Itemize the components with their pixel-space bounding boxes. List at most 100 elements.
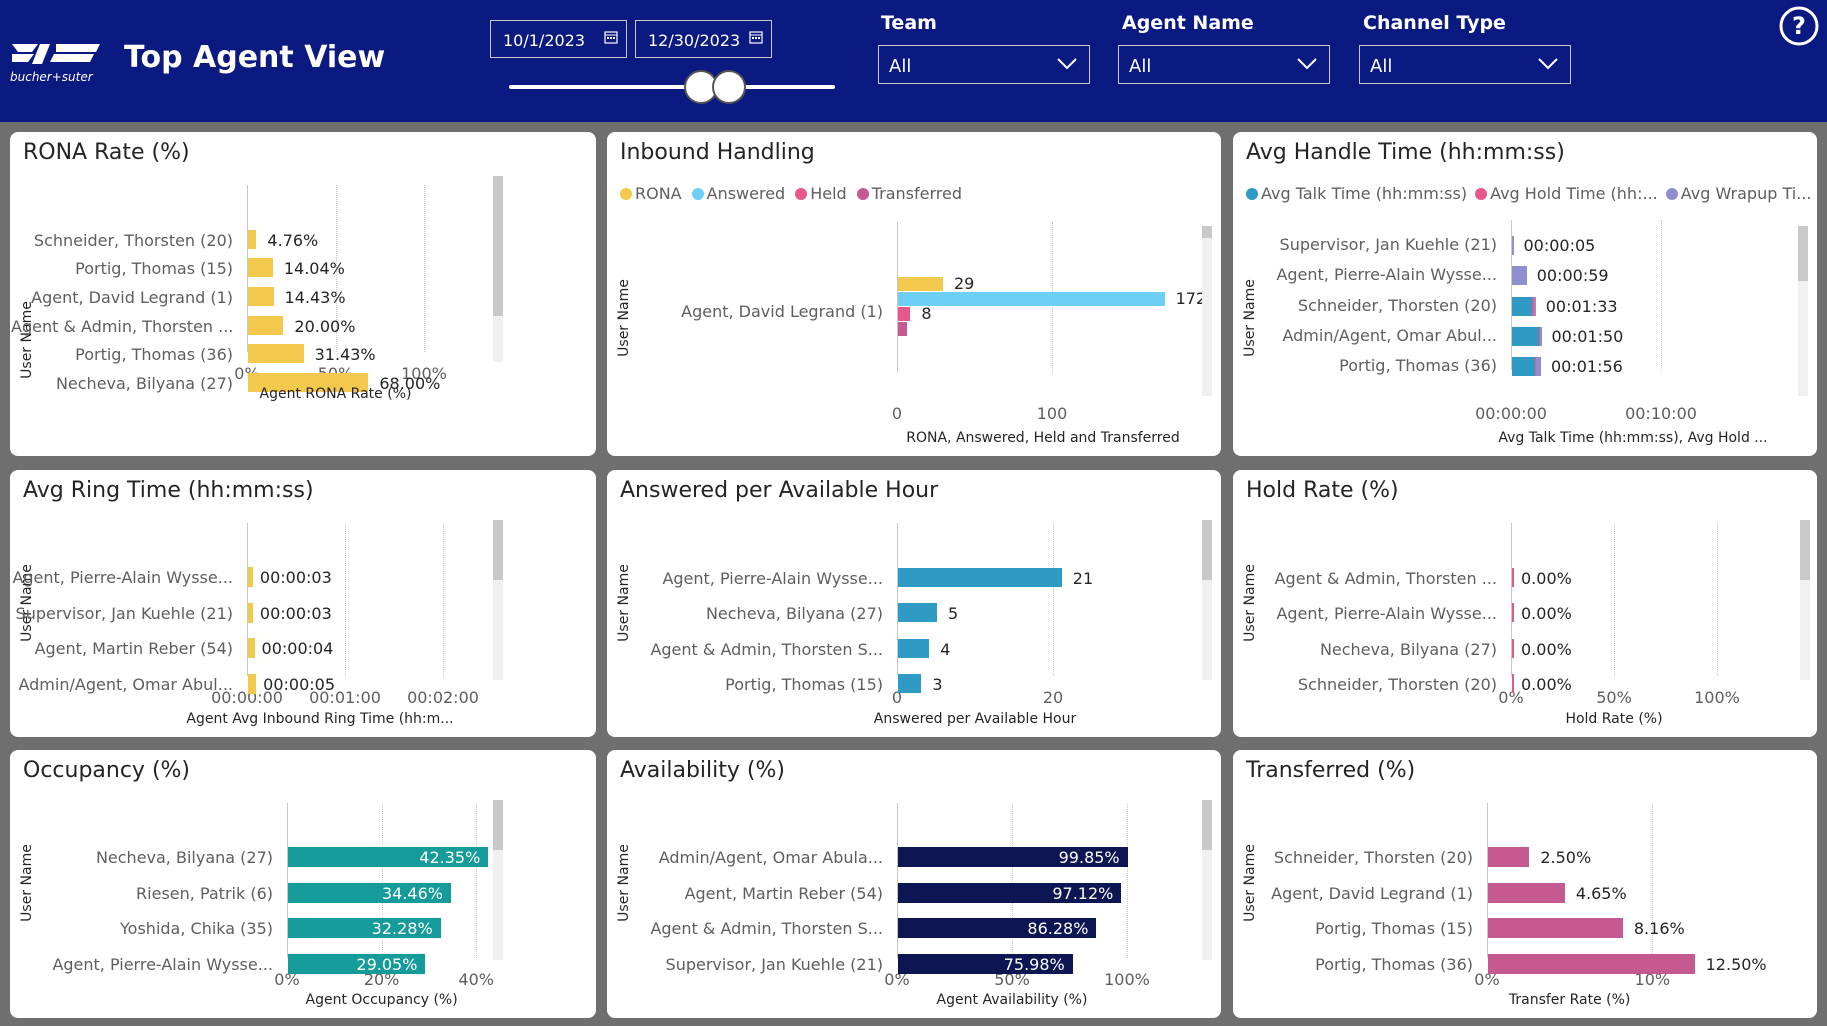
data-bar[interactable] (898, 882, 1122, 903)
vertical-scrollbar[interactable] (493, 520, 503, 680)
category-label[interactable]: Supervisor, Jan Kuehle (21) (665, 954, 883, 974)
channel-type-dropdown[interactable]: All (1359, 45, 1571, 84)
vertical-scrollbar[interactable] (1202, 520, 1212, 680)
category-label[interactable]: Supervisor, Jan Kuehle (21) (1279, 235, 1497, 254)
category-label[interactable]: Admin/Agent, Omar Abula... (658, 848, 883, 867)
category-label[interactable]: Portig, Thomas (15) (725, 675, 883, 694)
category-label[interactable]: Schneider, Thorsten (20) (1273, 848, 1473, 867)
slider-end-handle[interactable] (712, 70, 746, 104)
category-label[interactable]: Admin/Agent, Omar Abul... (18, 674, 233, 694)
data-bar[interactable] (1488, 918, 1623, 938)
data-bar-wrap[interactable] (1512, 236, 1514, 255)
data-bar[interactable] (248, 258, 273, 278)
category-label[interactable]: Agent, Martin Reber (54) (34, 639, 233, 658)
category-label[interactable]: Supervisor, Jan Kuehle (21) (15, 603, 233, 623)
data-bar[interactable] (248, 229, 257, 249)
start-date-input[interactable]: 10/1/2023 (490, 20, 627, 58)
category-label[interactable]: Agent & Admin, Thorsten ... (1274, 568, 1497, 588)
category-label[interactable]: Schneider, Thorsten (20) (1297, 295, 1497, 315)
category-label[interactable]: Agent, Pierre-Alain Wysse... (1276, 265, 1497, 285)
data-bar-wrap[interactable] (1536, 357, 1541, 377)
category-label[interactable]: Portig, Thomas (36) (75, 345, 233, 365)
legend-item[interactable]: RONA (620, 184, 682, 203)
data-bar[interactable] (288, 918, 441, 938)
vertical-scrollbar[interactable] (1202, 226, 1212, 396)
scrollbar-thumb[interactable] (493, 176, 503, 316)
data-bar[interactable] (898, 292, 1165, 306)
scrollbar-thumb[interactable] (1202, 226, 1212, 238)
data-bar[interactable] (898, 322, 908, 336)
data-bar[interactable] (898, 277, 943, 291)
data-bar[interactable] (288, 882, 451, 903)
data-bar[interactable] (248, 286, 274, 306)
category-label[interactable]: Portig, Thomas (15) (75, 259, 233, 279)
data-bar[interactable] (898, 638, 930, 658)
data-bar[interactable] (898, 953, 1073, 974)
category-label[interactable]: Agent, Pierre-Alain Wysse... (662, 568, 883, 588)
category-label[interactable]: Schneider, Thorsten (20) (1297, 675, 1497, 694)
data-bar[interactable] (248, 567, 253, 587)
data-bar-hold[interactable] (1538, 326, 1540, 346)
data-bar[interactable] (1512, 567, 1514, 587)
data-bar[interactable] (248, 638, 255, 658)
category-label[interactable]: Agent, Pierre-Alain Wysse... (1276, 604, 1497, 623)
data-bar-wrap[interactable] (1512, 266, 1527, 286)
category-label[interactable]: Necheva, Bilyana (27) (95, 848, 273, 867)
category-label[interactable]: Portig, Thomas (15) (1315, 919, 1473, 938)
category-label[interactable]: Agent & Admin, Thorsten S... (650, 639, 883, 659)
category-label[interactable]: Agent, David Legrand (1) (31, 287, 233, 307)
data-bar[interactable] (248, 315, 284, 335)
legend-item[interactable]: Avg Hold Time (hh:... (1475, 184, 1658, 203)
data-bar[interactable] (248, 373, 369, 392)
data-bar[interactable] (1488, 847, 1530, 867)
data-bar[interactable] (1512, 674, 1514, 693)
legend-item[interactable]: Transferred (856, 184, 962, 203)
data-bar-talk[interactable] (1512, 296, 1532, 316)
data-bar[interactable] (898, 567, 1062, 587)
vertical-scrollbar[interactable] (493, 800, 503, 960)
category-label[interactable]: Portig, Thomas (36) (1339, 356, 1497, 376)
data-bar[interactable] (1488, 882, 1565, 903)
data-bar-wrap[interactable] (1540, 326, 1542, 346)
legend-item[interactable]: Held (795, 184, 847, 203)
category-label[interactable]: Necheva, Bilyana (27) (1319, 639, 1497, 659)
vertical-scrollbar[interactable] (1202, 800, 1212, 960)
category-label[interactable]: Agent & Admin, Thorsten S... (650, 919, 883, 938)
end-date-input[interactable]: 12/30/2023 (635, 20, 772, 58)
data-bar[interactable] (898, 847, 1128, 867)
scrollbar-thumb[interactable] (493, 520, 503, 580)
category-label[interactable]: Agent, David Legrand (1) (1271, 883, 1473, 903)
category-label[interactable]: Agent & Admin, Thorsten ... (11, 316, 233, 336)
data-bar-talk[interactable] (1512, 326, 1539, 346)
data-bar[interactable] (898, 918, 1097, 938)
vertical-scrollbar[interactable] (1800, 520, 1810, 680)
agent-name-dropdown[interactable]: All (1118, 45, 1330, 84)
team-dropdown[interactable]: All (878, 45, 1090, 84)
data-bar-hold[interactable] (1534, 357, 1536, 377)
legend-item[interactable]: Avg Talk Time (hh:mm:ss) (1246, 184, 1467, 203)
data-bar[interactable] (1512, 603, 1514, 622)
data-bar[interactable] (288, 847, 489, 867)
legend-item[interactable]: Avg Wrapup Ti... (1665, 184, 1811, 203)
calendar-icon[interactable] (604, 30, 618, 44)
category-label[interactable]: Yoshida, Chika (35) (120, 919, 273, 938)
category-label[interactable]: Agent, Pierre-Alain Wysse... (12, 568, 233, 587)
category-label[interactable]: Necheva, Bilyana (27) (55, 374, 233, 393)
data-bar[interactable] (248, 602, 253, 623)
date-range-slider-track[interactable] (509, 85, 835, 89)
data-bar[interactable] (248, 344, 304, 364)
data-bar[interactable] (248, 673, 257, 694)
scrollbar-thumb[interactable] (1800, 520, 1810, 580)
category-label[interactable]: Riesen, Patrik (6) (136, 883, 273, 903)
category-label[interactable]: Agent, David Legrand (1) (681, 302, 883, 321)
vertical-scrollbar[interactable] (493, 176, 503, 362)
category-label[interactable]: Necheva, Bilyana (27) (705, 604, 883, 623)
scrollbar-thumb[interactable] (1202, 520, 1212, 580)
data-bar[interactable] (1488, 953, 1695, 974)
calendar-icon[interactable] (749, 30, 763, 44)
data-bar[interactable] (288, 953, 426, 974)
legend-item[interactable]: Answered (691, 184, 785, 203)
scrollbar-thumb[interactable] (493, 800, 503, 850)
data-bar-wrap[interactable] (1533, 296, 1536, 316)
data-bar[interactable] (898, 674, 922, 693)
